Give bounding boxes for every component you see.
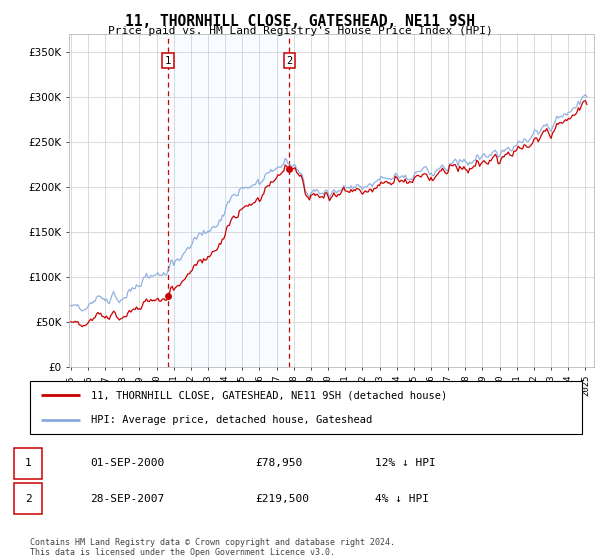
- Text: 2: 2: [25, 494, 31, 504]
- Text: 1: 1: [165, 55, 171, 66]
- Text: 11, THORNHILL CLOSE, GATESHEAD, NE11 9SH (detached house): 11, THORNHILL CLOSE, GATESHEAD, NE11 9SH…: [91, 390, 447, 400]
- Text: HPI: Average price, detached house, Gateshead: HPI: Average price, detached house, Gate…: [91, 414, 372, 424]
- Text: 2: 2: [286, 55, 292, 66]
- Text: £219,500: £219,500: [255, 494, 309, 504]
- Text: 01-SEP-2000: 01-SEP-2000: [90, 458, 164, 468]
- FancyBboxPatch shape: [14, 447, 42, 479]
- Text: Contains HM Land Registry data © Crown copyright and database right 2024.
This d: Contains HM Land Registry data © Crown c…: [30, 538, 395, 557]
- Text: 11, THORNHILL CLOSE, GATESHEAD, NE11 9SH: 11, THORNHILL CLOSE, GATESHEAD, NE11 9SH: [125, 14, 475, 29]
- Text: 28-SEP-2007: 28-SEP-2007: [90, 494, 164, 504]
- FancyBboxPatch shape: [30, 381, 582, 434]
- Text: 1: 1: [25, 458, 31, 468]
- FancyBboxPatch shape: [14, 483, 42, 515]
- Text: Price paid vs. HM Land Registry's House Price Index (HPI): Price paid vs. HM Land Registry's House …: [107, 26, 493, 36]
- Text: 4% ↓ HPI: 4% ↓ HPI: [375, 494, 429, 504]
- Text: 12% ↓ HPI: 12% ↓ HPI: [375, 458, 436, 468]
- Bar: [168, 34, 289, 367]
- Text: £78,950: £78,950: [255, 458, 302, 468]
